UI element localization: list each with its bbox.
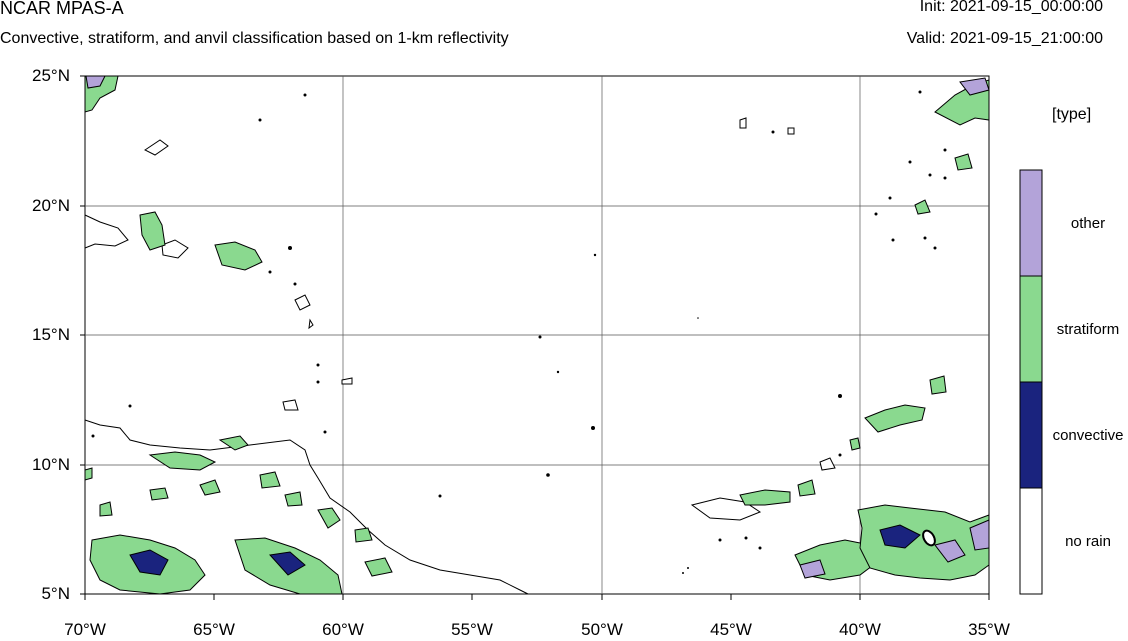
lon-tick: 40°W <box>839 620 881 639</box>
lon-tick: 35°W <box>968 620 1010 639</box>
cell-outline <box>787 127 795 135</box>
lat-tick: 20°N <box>32 196 70 215</box>
cell-outline <box>819 457 836 471</box>
cell-stratiform <box>148 451 217 471</box>
coastline-hispaniola <box>84 214 129 249</box>
cell-other <box>959 77 990 96</box>
cell-stratiform <box>739 489 791 506</box>
lon-tick: 60°W <box>322 620 364 639</box>
cell-other <box>85 75 106 89</box>
legend-label-stratiform: stratiform <box>1056 321 1120 338</box>
cell-other <box>969 519 990 551</box>
cell-convective <box>129 549 169 576</box>
precip-dots-east <box>718 90 947 550</box>
map-title: NCAR MPAS-A <box>0 0 124 18</box>
cell-stratiform <box>914 199 931 215</box>
cell-stratiform <box>139 211 166 251</box>
cell-stratiform <box>797 479 816 497</box>
coastline-south-america <box>84 419 529 595</box>
lon-tick: 55°W <box>451 620 493 639</box>
cell-stratiform <box>929 375 947 395</box>
cell-stratiform <box>99 501 113 517</box>
cell-stratiform <box>954 153 973 171</box>
legend-swatch-no-rain <box>1019 487 1043 595</box>
coastlines <box>84 139 529 595</box>
cell-outline <box>282 399 299 411</box>
lon-tick: 50°W <box>581 620 623 639</box>
init-time: Init: 2021-09-15_00:00:00 <box>919 0 1103 15</box>
legend-label-other: other <box>1070 215 1106 232</box>
cell-stratiform <box>259 471 281 489</box>
coastline-island <box>144 139 169 156</box>
valid-time: Valid: 2021-09-15_21:00:00 <box>906 30 1103 47</box>
cell-outline <box>739 117 747 129</box>
cell-outline <box>341 377 353 385</box>
cell-other <box>799 559 826 579</box>
cell-stratiform <box>354 527 373 543</box>
cell-convective <box>269 551 306 576</box>
cell-stratiform <box>317 507 341 529</box>
lat-tick: 25°N <box>32 66 70 85</box>
precip-cells-east <box>690 77 990 581</box>
cell-stratiform <box>199 479 221 496</box>
precip-dots <box>91 93 699 574</box>
lat-tick: 5°N <box>41 584 70 603</box>
lon-tick: 45°W <box>710 620 752 639</box>
cell-other <box>934 539 966 563</box>
coastline-puertorico <box>161 239 189 259</box>
cell-stratiform <box>857 504 990 581</box>
lon-tick: 70°W <box>64 620 106 639</box>
lat-tick: 15°N <box>32 325 70 344</box>
cell-stratiform <box>284 491 303 507</box>
cell-stratiform <box>849 437 861 451</box>
coastline-island-3 <box>308 318 314 330</box>
cell-stratiform <box>864 404 926 433</box>
lat-tick: 10°N <box>32 455 70 474</box>
tick-marks <box>80 75 990 600</box>
coastline-island-2 <box>294 294 311 311</box>
cell-outline <box>690 497 762 521</box>
legend-title: [type] <box>1052 106 1092 123</box>
cell-stratiform <box>364 557 393 577</box>
legend-label-convective: convective <box>1052 427 1124 444</box>
cell-outline <box>922 529 936 547</box>
cell-stratiform <box>218 435 249 451</box>
legend-label-no-rain: no rain <box>1065 533 1111 550</box>
cell-convective <box>879 524 921 549</box>
lon-tick: 65°W <box>193 620 235 639</box>
map-subtitle: Convective, stratiform, and anvil classi… <box>0 30 509 47</box>
cell-stratiform <box>214 241 263 271</box>
cell-stratiform <box>149 487 169 501</box>
precip-cells-west <box>84 75 393 595</box>
cell-stratiform <box>84 467 93 481</box>
